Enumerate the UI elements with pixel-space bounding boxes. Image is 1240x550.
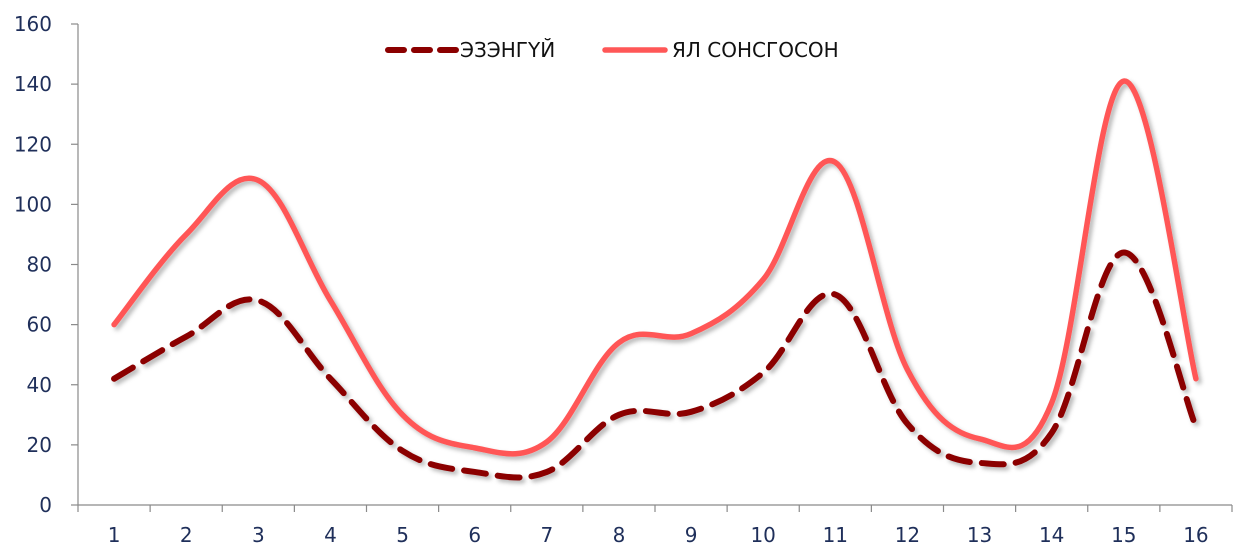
x-tick-label: 15 [1111,523,1136,547]
legend: ЭЗЭНГҮЙ ЯЛ СОНСГОСОН [385,38,839,62]
y-tick-label: 60 [27,313,52,337]
x-tick-label: 7 [540,523,553,547]
x-tick-label: 14 [1039,523,1064,547]
y-tick-label: 120 [14,132,52,156]
legend-label-2: ЯЛ СОНСГОСОН [672,38,839,62]
x-tick-label: 4 [324,523,337,547]
y-tick-label: 40 [27,373,52,397]
y-tick-label: 80 [27,253,52,277]
x-tick-label: 5 [396,523,409,547]
series-line-1 [111,249,1199,481]
y-tick-label: 20 [27,433,52,457]
y-tick-label: 140 [14,72,52,96]
x-tick-label: 10 [750,523,775,547]
x-tick-label: 9 [685,523,698,547]
series-line-2 [111,78,1199,457]
x-tick-label: 8 [613,523,626,547]
legend-label-1: ЭЗЭНГҮЙ [460,38,555,62]
y-tick-label: 160 [14,12,52,36]
y-tick-label: 0 [39,493,52,517]
x-tick-label: 13 [967,523,992,547]
x-tick-label: 3 [252,523,265,547]
x-tick-label: 6 [468,523,481,547]
y-tick-label: 100 [14,192,52,216]
x-tick-label: 2 [180,523,193,547]
x-tick-label: 12 [895,523,920,547]
x-tick-label: 1 [108,523,121,547]
x-tick-label: 16 [1183,523,1208,547]
x-tick-label: 11 [823,523,848,547]
